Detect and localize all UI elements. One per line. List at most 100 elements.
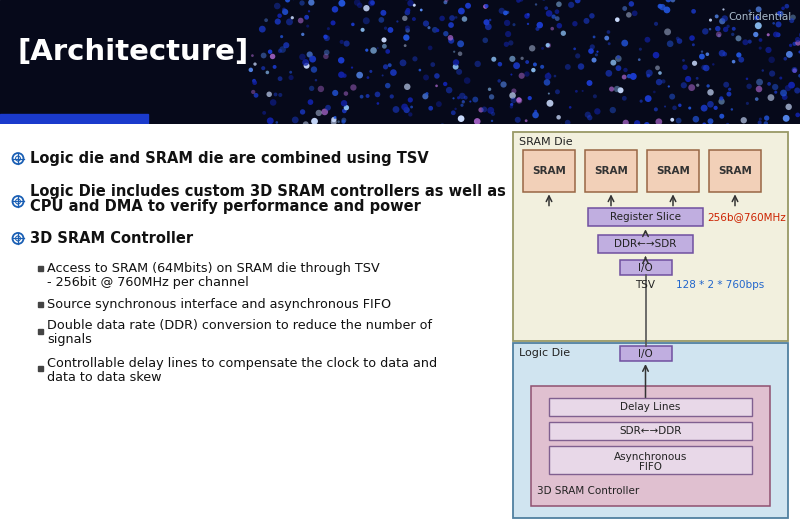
Bar — [619, 260, 671, 276]
Point — [777, 4, 790, 13]
Text: [Architecture]: [Architecture] — [18, 38, 250, 66]
Point — [329, 113, 342, 122]
Point — [773, 9, 786, 17]
Point — [619, 118, 632, 127]
Point — [783, 50, 796, 58]
Point — [439, 0, 452, 6]
Point — [735, 55, 748, 64]
Point — [430, 82, 443, 90]
Point — [366, 0, 378, 7]
Point — [710, 104, 722, 112]
Point — [618, 39, 631, 47]
Point — [715, 94, 728, 103]
Point — [754, 118, 766, 127]
Point — [480, 2, 493, 10]
Point — [495, 7, 508, 15]
Point — [479, 2, 492, 11]
Point — [366, 0, 379, 7]
Point — [653, 118, 666, 126]
Point — [661, 6, 674, 14]
Point — [371, 44, 384, 52]
Point — [591, 47, 604, 56]
Point — [420, 73, 433, 82]
Point — [619, 66, 632, 74]
Text: Controllable delay lines to compensate the clock to data and: Controllable delay lines to compensate t… — [47, 357, 437, 370]
Point — [319, 33, 332, 41]
Point — [770, 88, 782, 96]
Point — [327, 0, 340, 2]
Point — [769, 83, 782, 91]
Point — [442, 86, 455, 94]
Point — [379, 63, 392, 71]
Point — [666, 93, 678, 101]
Point — [732, 34, 745, 43]
Point — [565, 1, 578, 9]
Point — [650, 105, 662, 114]
Point — [471, 60, 484, 68]
Point — [704, 25, 717, 33]
Point — [691, 81, 704, 89]
Text: Access to SRAM (64Mbits) on SRAM die through TSV: Access to SRAM (64Mbits) on SRAM die thr… — [47, 262, 380, 275]
Point — [335, 38, 348, 46]
Point — [269, 90, 282, 99]
Point — [436, 122, 449, 130]
Point — [457, 98, 470, 106]
Point — [299, 120, 312, 128]
Point — [305, 0, 318, 7]
Point — [650, 51, 662, 59]
Point — [698, 63, 710, 72]
Point — [574, 62, 587, 70]
Bar — [531, 386, 770, 506]
Point — [556, 0, 569, 1]
Point — [466, 124, 478, 133]
Point — [515, 72, 528, 80]
Point — [770, 31, 782, 39]
Point — [542, 9, 555, 18]
Point — [296, 53, 309, 61]
Point — [791, 35, 800, 44]
Point — [710, 12, 723, 21]
Point — [338, 72, 351, 80]
Point — [400, 106, 413, 114]
Point — [296, 108, 309, 116]
Point — [335, 70, 348, 79]
Point — [335, 0, 348, 7]
Bar — [549, 446, 752, 474]
Text: Register Slice: Register Slice — [610, 213, 681, 222]
Point — [540, 4, 553, 13]
Point — [462, 2, 474, 10]
Point — [553, 0, 566, 8]
Point — [500, 40, 513, 48]
Point — [701, 50, 714, 58]
Point — [742, 82, 755, 90]
Bar — [549, 422, 752, 440]
Point — [602, 28, 615, 36]
Point — [530, 107, 542, 115]
Point — [499, 9, 512, 17]
Point — [419, 19, 432, 28]
Point — [762, 0, 774, 2]
Text: data to data skew: data to data skew — [47, 371, 162, 384]
Text: 3D SRAM Controller: 3D SRAM Controller — [537, 486, 639, 496]
Point — [314, 85, 327, 93]
Point — [419, 92, 432, 100]
Point — [439, 80, 452, 88]
Point — [444, 34, 457, 42]
Point — [546, 24, 558, 33]
Point — [335, 56, 348, 65]
Text: Asynchronous: Asynchronous — [614, 452, 687, 462]
Text: - 256bit @ 760MHz per channel: - 256bit @ 760MHz per channel — [47, 276, 249, 289]
Point — [718, 50, 731, 58]
Point — [268, 63, 281, 71]
Point — [398, 14, 411, 23]
Point — [250, 91, 262, 99]
Point — [404, 110, 417, 119]
Point — [712, 123, 725, 131]
Point — [750, 95, 763, 103]
Point — [456, 92, 469, 100]
Point — [627, 73, 640, 81]
Text: TSV: TSV — [635, 280, 655, 290]
Point — [319, 52, 332, 60]
Point — [625, 0, 638, 8]
Point — [346, 63, 358, 72]
